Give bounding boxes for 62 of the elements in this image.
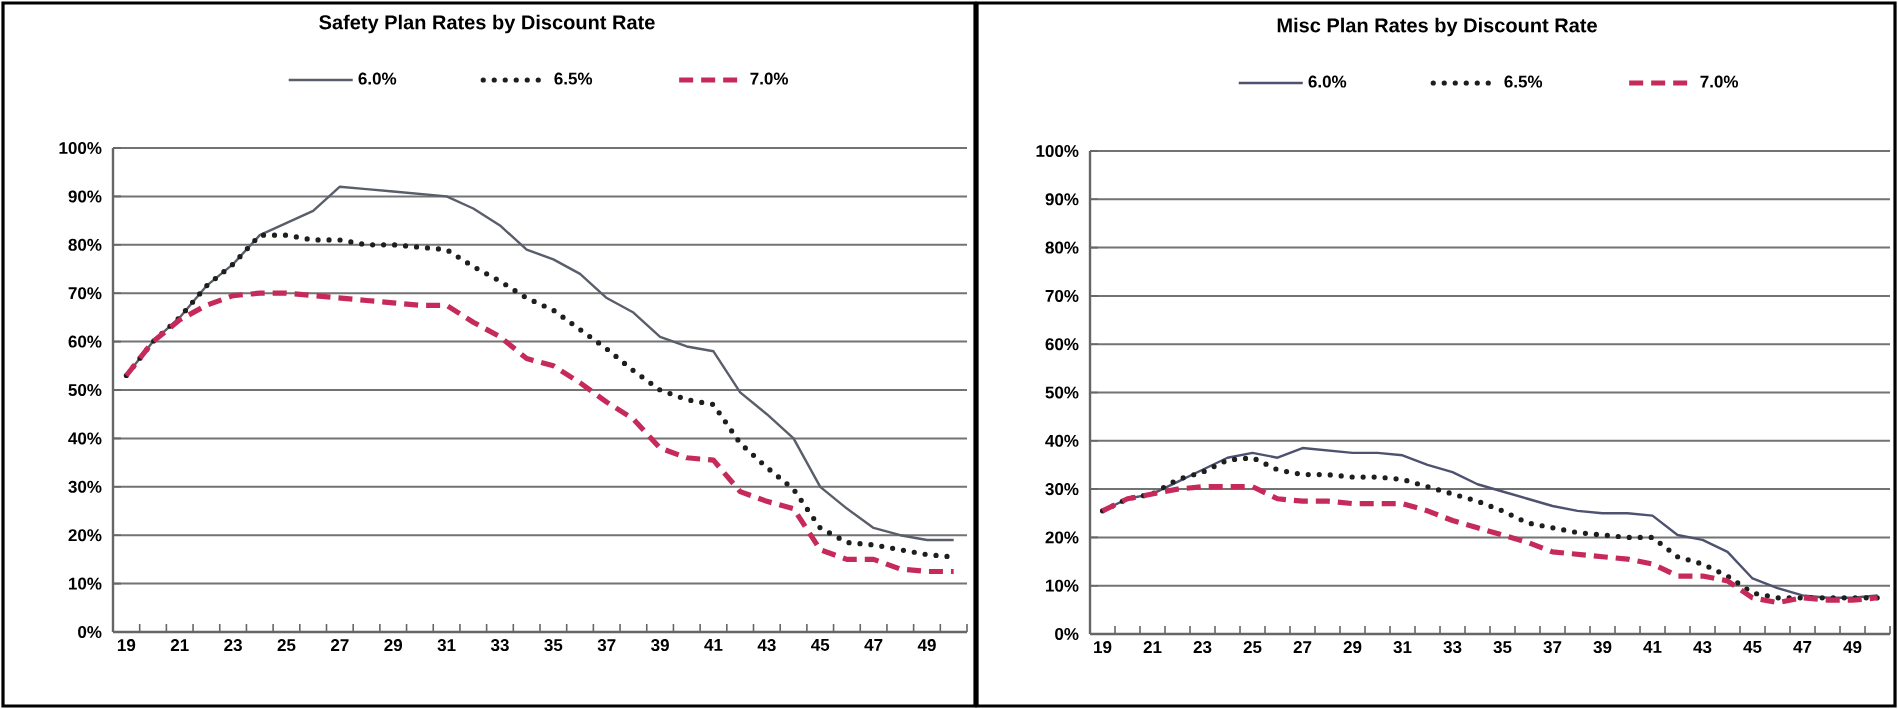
x-tick-label: 37: [1543, 641, 1562, 654]
x-tick-label: 19: [1094, 641, 1112, 654]
y-tick-label: 40%: [1045, 434, 1079, 447]
y-tick-label: 80%: [1045, 241, 1079, 254]
y-tick-label: 50%: [68, 383, 102, 397]
x-tick-label: 29: [1343, 641, 1362, 654]
x-tick-label: 41: [704, 639, 723, 651]
x-tick-label: 43: [1693, 641, 1712, 654]
x-tick-label: 45: [811, 639, 830, 651]
y-tick-label: 60%: [1045, 338, 1079, 351]
x-tick-label: 31: [437, 639, 456, 652]
x-tick-label: 23: [1193, 641, 1212, 654]
x-tick-label: 41: [1643, 641, 1662, 653]
x-tick-label: 47: [1793, 641, 1812, 653]
x-tick-label: 47: [864, 639, 883, 651]
x-tick-label: 37: [597, 639, 616, 652]
legend-label: 6.0%: [358, 72, 397, 85]
y-tick-label: 100%: [59, 141, 102, 155]
y-tick-label: 50%: [1045, 386, 1079, 399]
y-tick-label: 60%: [68, 335, 102, 348]
y-tick-label: 70%: [1045, 289, 1079, 302]
y-tick-label: 20%: [1045, 531, 1079, 544]
legend-label: 6.5%: [1504, 75, 1543, 88]
x-tick-label: 33: [1443, 641, 1462, 654]
x-tick-label: 33: [490, 639, 509, 652]
legend-label: 6.5%: [554, 72, 593, 85]
x-tick-label: 49: [917, 639, 936, 652]
y-tick-label: 10%: [69, 577, 102, 590]
chart-title: Misc Plan Rates by Discount Rate: [1277, 17, 1597, 37]
x-tick-label: 39: [651, 639, 669, 652]
x-tick-label: 35: [544, 639, 563, 652]
legend-label: 7.0%: [750, 72, 789, 85]
x-tick-label: 45: [1743, 641, 1762, 653]
y-tick-label: 20%: [68, 529, 102, 542]
x-tick-label: 43: [757, 639, 776, 652]
x-tick-label: 25: [1243, 641, 1262, 654]
y-tick-label: 70%: [68, 287, 102, 300]
y-tick-label: 0%: [78, 625, 102, 639]
x-tick-label: 49: [1843, 641, 1862, 654]
y-tick-label: 90%: [68, 190, 102, 203]
x-tick-label: 21: [1143, 641, 1162, 653]
y-tick-label: 90%: [1045, 193, 1079, 206]
x-tick-label: 27: [330, 639, 349, 651]
x-tick-label: 39: [1593, 641, 1612, 654]
y-tick-label: 40%: [68, 432, 102, 445]
y-tick-label: 100%: [1036, 144, 1079, 158]
y-tick-label: 30%: [68, 480, 102, 493]
legend-label: 6.0%: [1308, 75, 1347, 88]
y-tick-label: 10%: [1046, 579, 1079, 592]
x-tick-label: 29: [384, 639, 403, 652]
x-tick-label: 27: [1293, 641, 1312, 653]
x-tick-label: 25: [277, 639, 296, 652]
x-tick-label: 35: [1493, 641, 1512, 654]
legend-label: 7.0%: [1700, 75, 1739, 88]
y-tick-label: 80%: [68, 238, 102, 251]
x-tick-label: 31: [1393, 641, 1412, 654]
chart-title: Safety Plan Rates by Discount Rate: [319, 14, 655, 34]
y-tick-label: 30%: [1045, 483, 1079, 496]
x-tick-label: 21: [170, 639, 189, 651]
x-tick-label: 19: [117, 639, 136, 652]
y-tick-label: 0%: [1055, 627, 1079, 641]
x-tick-label: 23: [224, 639, 242, 652]
